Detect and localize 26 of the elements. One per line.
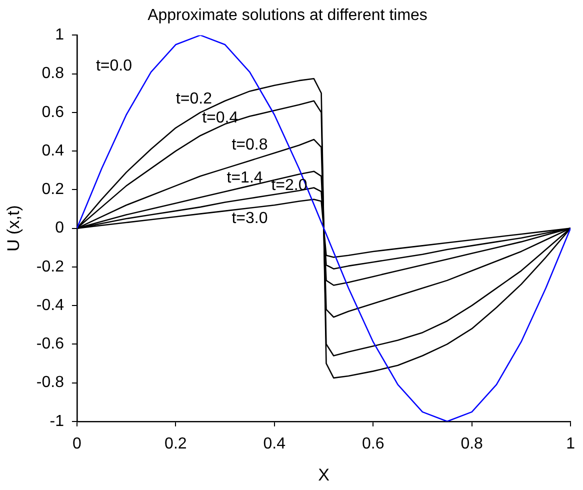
annotation: t=1.4 xyxy=(226,170,263,186)
y-tick-label: 0.2 xyxy=(42,181,64,198)
chart-title: Approximate solutions at different times xyxy=(148,7,428,24)
y-tick-label: -1 xyxy=(50,412,64,430)
y-tick-label: 1 xyxy=(55,26,64,44)
annotation: t=0.0 xyxy=(96,58,132,74)
x-tick-label: 0.2 xyxy=(164,435,187,452)
annotation: t=0.4 xyxy=(202,110,238,127)
y-tick-label: -0.8 xyxy=(36,374,64,392)
x-tick-label: 0 xyxy=(72,435,82,452)
x-tick-label: 0.6 xyxy=(362,435,384,452)
y-tick-label: 0.6 xyxy=(42,104,64,121)
x-tick-label: 1 xyxy=(566,435,576,452)
y-tick-label: -0.2 xyxy=(36,258,64,276)
annotation: t=3.0 xyxy=(232,210,268,228)
x-axis-title: X xyxy=(318,465,330,484)
annotation: t=0.8 xyxy=(232,136,268,154)
y-axis-title: U (x,t) xyxy=(4,205,23,252)
y-tick-label: 0.8 xyxy=(42,65,64,82)
y-tick-label: -0.4 xyxy=(36,296,64,314)
y-tick-label: 0.4 xyxy=(42,142,64,160)
y-tick-label: -0.6 xyxy=(36,336,64,353)
y-tick-label: 0 xyxy=(55,220,64,237)
x-tick-label: 0.4 xyxy=(263,435,286,452)
x-tick-label: 0.8 xyxy=(460,435,484,452)
annotation: t=0.2 xyxy=(176,90,212,108)
